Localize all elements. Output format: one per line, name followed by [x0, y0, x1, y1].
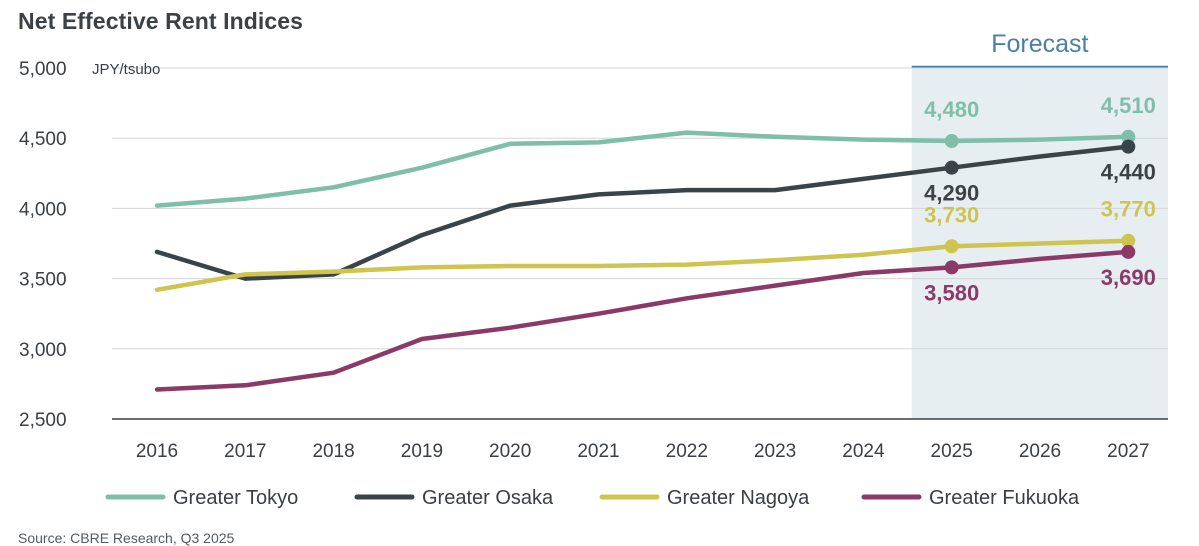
- data-label: 4,480: [924, 97, 979, 122]
- data-label: 3,770: [1101, 197, 1156, 222]
- data-label: 4,440: [1101, 160, 1156, 185]
- x-tick-label: 2020: [489, 441, 531, 462]
- data-label: 3,730: [924, 202, 979, 227]
- x-tick-label: 2026: [1019, 441, 1061, 462]
- y-tick-label: 4,000: [19, 199, 67, 220]
- data-label: 4,510: [1101, 93, 1156, 118]
- data-label: 3,690: [1101, 265, 1156, 290]
- data-point-marker: [944, 160, 959, 175]
- x-tick-label: 2022: [666, 441, 708, 462]
- x-tick-label: 2016: [136, 441, 178, 462]
- x-tick-label: 2018: [312, 441, 354, 462]
- legend-label: Greater Nagoya: [667, 487, 810, 509]
- x-tick-label: 2017: [224, 441, 266, 462]
- data-point-marker: [944, 260, 959, 275]
- data-label: 3,580: [924, 280, 979, 305]
- x-tick-label: 2025: [931, 441, 973, 462]
- y-tick-label: 3,500: [19, 270, 67, 291]
- series-line-greater-fukuoka: [154, 249, 1131, 392]
- forecast-label: Forecast: [991, 30, 1088, 58]
- data-point-marker: [1121, 244, 1136, 259]
- data-label: 4,290: [924, 181, 979, 206]
- data-point-marker: [944, 239, 959, 254]
- data-point-marker: [1121, 139, 1136, 154]
- series-line-greater-osaka: [154, 144, 1131, 281]
- legend-label: Greater Osaka: [422, 487, 554, 509]
- x-tick-label: 2023: [754, 441, 796, 462]
- data-point-marker: [944, 134, 959, 149]
- source-note: Source: CBRE Research, Q3 2025: [18, 530, 235, 546]
- data-point-marker: [1121, 129, 1136, 144]
- legend-label: Greater Tokyo: [173, 487, 298, 509]
- y-tick-label: 3,000: [19, 340, 67, 361]
- y-tick-label: 4,500: [19, 129, 67, 150]
- chart-title: Net Effective Rent Indices: [18, 8, 304, 34]
- data-point-marker: [1121, 233, 1136, 248]
- x-tick-label: 2024: [842, 441, 885, 462]
- series-line-greater-nagoya: [154, 238, 1131, 293]
- x-tick-label: 2027: [1107, 441, 1149, 462]
- x-tick-label: 2019: [401, 441, 443, 462]
- y-tick-label: 5,000: [19, 59, 67, 80]
- x-tick-label: 2021: [577, 441, 619, 462]
- series-line-greater-tokyo: [154, 130, 1131, 208]
- legend-label: Greater Fukuoka: [929, 487, 1080, 509]
- y-tick-label: 2,500: [19, 410, 67, 431]
- y-axis-unit: JPY/tsubo: [92, 61, 160, 78]
